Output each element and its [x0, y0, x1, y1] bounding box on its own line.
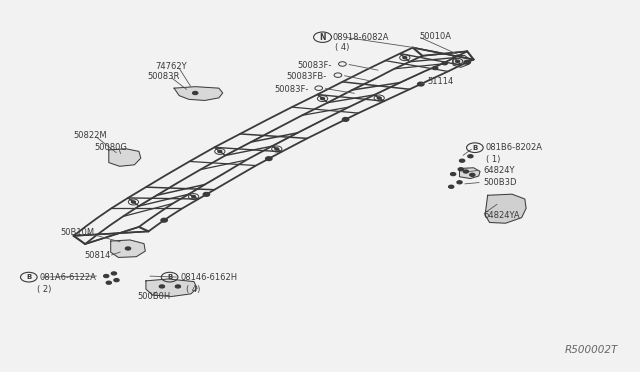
Circle shape: [192, 195, 196, 198]
Text: 081B6-8202A: 081B6-8202A: [485, 143, 542, 152]
Circle shape: [433, 67, 438, 70]
Circle shape: [464, 60, 470, 64]
Circle shape: [275, 148, 279, 150]
Text: 50083F-: 50083F-: [274, 85, 308, 94]
Circle shape: [456, 60, 460, 62]
Polygon shape: [453, 55, 470, 67]
Text: 50083R: 50083R: [147, 72, 180, 81]
Polygon shape: [174, 87, 223, 100]
Circle shape: [442, 62, 447, 65]
Circle shape: [218, 150, 222, 153]
Circle shape: [111, 272, 116, 275]
Text: 081A6-6122A: 081A6-6122A: [40, 273, 97, 282]
Text: ( 4): ( 4): [335, 43, 349, 52]
Circle shape: [458, 168, 463, 171]
Circle shape: [451, 173, 456, 176]
Text: 08146-6162H: 08146-6162H: [180, 273, 237, 282]
Text: ( 4): ( 4): [186, 285, 200, 294]
Circle shape: [460, 159, 465, 162]
Text: 64824Y: 64824Y: [483, 166, 515, 174]
Polygon shape: [485, 194, 526, 223]
Text: 50080G: 50080G: [95, 143, 127, 152]
Circle shape: [449, 185, 454, 188]
Text: 50083FB-: 50083FB-: [287, 72, 327, 81]
Polygon shape: [460, 168, 480, 179]
Text: N: N: [319, 33, 326, 42]
Text: B: B: [26, 274, 31, 280]
Text: 51114: 51114: [428, 77, 454, 86]
Text: 50814: 50814: [84, 251, 111, 260]
Text: R500002T: R500002T: [564, 345, 618, 355]
Circle shape: [468, 155, 473, 158]
Text: 50B10M: 50B10M: [61, 228, 95, 237]
Text: 50083F-: 50083F-: [298, 61, 332, 70]
Circle shape: [204, 192, 210, 196]
Polygon shape: [109, 149, 141, 166]
Circle shape: [193, 92, 198, 94]
Circle shape: [321, 97, 324, 100]
Circle shape: [161, 218, 168, 222]
Circle shape: [457, 181, 462, 184]
Circle shape: [175, 285, 180, 288]
Circle shape: [132, 201, 136, 203]
Circle shape: [114, 279, 119, 282]
Circle shape: [125, 247, 131, 250]
Circle shape: [463, 170, 468, 173]
Circle shape: [470, 173, 475, 176]
Text: 74762Y: 74762Y: [156, 62, 187, 71]
Circle shape: [159, 285, 164, 288]
Circle shape: [417, 82, 424, 86]
Text: ( 2): ( 2): [37, 285, 51, 294]
Text: B: B: [472, 145, 477, 151]
Text: 64824YA: 64824YA: [483, 211, 520, 219]
Text: 500B0H: 500B0H: [138, 292, 171, 301]
Circle shape: [266, 157, 272, 161]
Polygon shape: [146, 279, 197, 296]
Polygon shape: [111, 240, 145, 257]
Text: 500B3D: 500B3D: [483, 178, 516, 187]
Text: 08918-6082A: 08918-6082A: [333, 33, 389, 42]
Circle shape: [342, 118, 349, 121]
Text: B: B: [167, 274, 172, 280]
Text: 50010A: 50010A: [419, 32, 451, 41]
Circle shape: [104, 275, 109, 278]
Text: 50822M: 50822M: [74, 131, 108, 140]
Circle shape: [403, 57, 407, 59]
Circle shape: [378, 97, 381, 99]
Circle shape: [106, 281, 111, 284]
Text: ( 1): ( 1): [486, 155, 500, 164]
